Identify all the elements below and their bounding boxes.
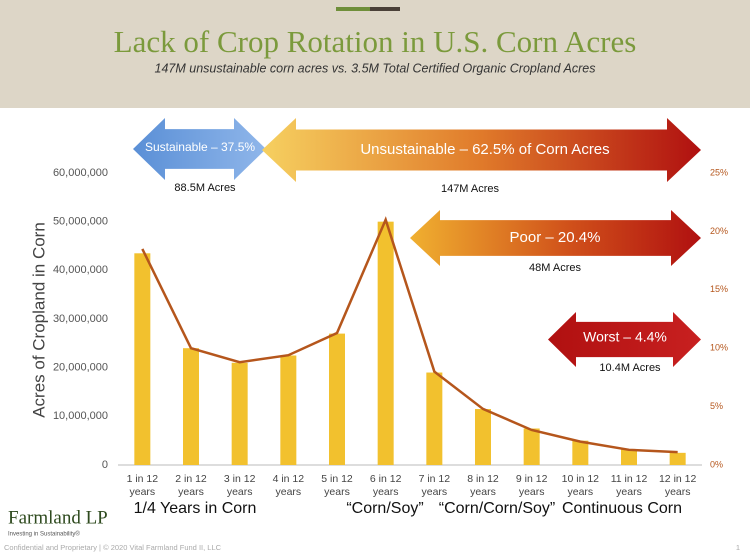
y2-tick-label: 5% (710, 401, 723, 411)
x-tick-label: 8 in 12 years (467, 473, 499, 498)
y-tick-label: 20,000,000 (53, 362, 108, 374)
x-tick-label: 4 in 12 years (272, 473, 305, 498)
bar (183, 348, 199, 465)
footer-notice: Confidential and Proprietary | © 2020 Vi… (4, 543, 222, 552)
y-tick-label: 0 (102, 459, 108, 471)
annotation: Unsustainable – 62.5% of Corn Acres (360, 141, 609, 158)
y-axis-title: Acres of Cropland in Corn (29, 222, 48, 418)
annotation-sub: 48M Acres (529, 262, 581, 274)
bar (572, 440, 589, 465)
logo: Farmland LP (8, 507, 108, 528)
accent-bar (370, 7, 400, 11)
y2-tick-label: 15% (710, 284, 728, 294)
annotation-sub: 88.5M Acres (174, 182, 236, 194)
x-tick-label: 3 in 12 years (223, 473, 256, 498)
arrow (133, 118, 266, 180)
bar (377, 221, 394, 465)
x-tick-label: 5 in 12 years (321, 473, 353, 498)
bar (523, 428, 540, 465)
arrow (410, 210, 701, 266)
line (141, 216, 678, 454)
group-label: “Corn/Soy” (346, 500, 423, 517)
group-label: “Corn/Corn/Soy” (439, 500, 555, 517)
x-tick-label: 11 in 12 years (610, 473, 648, 498)
annotation-sub: 10.4M Acres (599, 362, 661, 374)
bar (231, 362, 248, 465)
bar (134, 253, 151, 465)
y-tick-label: 30,000,000 (53, 313, 108, 325)
x-tick-label: 7 in 12 years (418, 473, 451, 498)
y-tick-label: 40,000,000 (53, 264, 108, 276)
x-tick-label: 12 in 12 years (658, 473, 697, 498)
bar (280, 355, 297, 465)
y2-tick-label: 10% (710, 343, 728, 353)
annotation: Sustainable – 37.5% (145, 140, 255, 154)
x-tick-label: 10 in 12 years (561, 473, 600, 498)
arrow (262, 118, 701, 182)
bar (669, 452, 686, 465)
bar (475, 409, 491, 465)
tagline: Investing in Sustainability® (8, 531, 80, 538)
y2-tick-label: 0% (710, 459, 723, 469)
y-tick-label: 50,000,000 (53, 216, 108, 228)
bar (621, 449, 637, 465)
annotation: Poor – 20.4% (510, 229, 601, 246)
y2-tick-label: 25% (710, 167, 728, 177)
page-number: 1 (736, 543, 740, 552)
y2-tick-label: 20% (710, 226, 728, 236)
title: Lack of Crop Rotation in U.S. Corn Acres (114, 24, 637, 59)
x-tick-label: 1 in 12 years (126, 473, 159, 498)
x-tick-label: 6 in 12 years (369, 473, 402, 498)
y-tick-label: 10,000,000 (53, 410, 108, 422)
x-tick-label: 2 in 12 years (175, 473, 207, 498)
subtitle: 147M unsustainable corn acres vs. 3.5M T… (155, 61, 596, 75)
bar (426, 372, 443, 465)
x-tick-label: 9 in 12 years (515, 473, 548, 498)
arrow (548, 312, 701, 367)
header-band (0, 0, 750, 108)
bar (329, 333, 345, 465)
group-label: 1/4 Years in Corn (134, 500, 257, 517)
accent-bar (336, 7, 370, 11)
annotation: Worst – 4.4% (583, 329, 667, 345)
annotation-sub: 147M Acres (441, 183, 500, 195)
group-label: Continuous Corn (562, 500, 682, 517)
y-tick-label: 60,000,000 (53, 167, 108, 179)
